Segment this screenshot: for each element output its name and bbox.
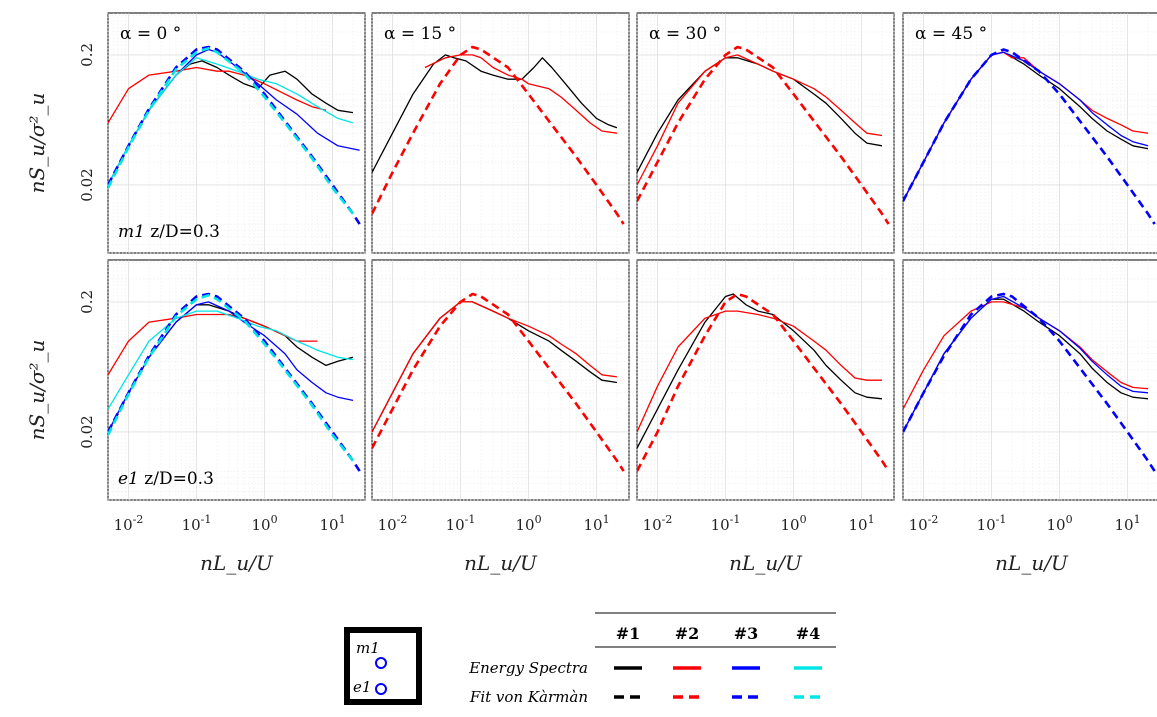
- x-tick-label: 10-2: [114, 513, 144, 534]
- x-tick-label: 100: [515, 513, 541, 534]
- series-fit-n3: [903, 48, 1156, 225]
- series-spectra-n4: [108, 310, 354, 410]
- y-tick-label: 0.02: [78, 168, 96, 201]
- series-fit-n2: [637, 45, 890, 225]
- row-annotation: m1 z/D=0.3: [118, 222, 220, 242]
- legend-header: #1: [616, 624, 641, 643]
- panel-r1-c2: 10-2 10-1 100 101: [636, 259, 895, 534]
- x-tick-label: 10-1: [182, 513, 212, 534]
- y-tick-label: 0.2: [78, 43, 96, 67]
- y-axis-label: nS_u/σ²_u: [25, 93, 49, 194]
- series-fit-n2: [372, 45, 625, 225]
- panel-title: α = 0 °: [120, 24, 181, 44]
- sensor-circle-icon: [375, 683, 387, 695]
- series-fit-n4: [108, 47, 355, 215]
- panel-r1-c0: 0.02 0.2 10-2 10-1 100 101 e1 z/D=0.3: [78, 259, 366, 534]
- series-spectra-n2: [372, 301, 618, 433]
- inset-label-e1: e1: [353, 678, 371, 696]
- panel-title: α = 30 °: [649, 24, 721, 44]
- panel-title: α = 15 °: [384, 24, 456, 44]
- x-tick-label: 10-2: [643, 513, 673, 534]
- legend: m1 e1 #1 #2 #3 #4 Energy Spectra Fit von Kàrmàn: [344, 612, 836, 706]
- series-spectra-n1: [637, 293, 883, 449]
- x-tick-label: 10-1: [977, 513, 1007, 534]
- series-group: [637, 45, 890, 225]
- series-group: [108, 45, 361, 225]
- grid: [902, 13, 1157, 254]
- x-tick-label: 10-1: [711, 513, 741, 534]
- panel-r0-c1: α = 15 °: [371, 12, 630, 254]
- series-group: [903, 292, 1156, 472]
- legend-header: #2: [675, 624, 700, 643]
- series-group: [108, 292, 361, 472]
- panel-r0-c0: 0.02 0.2 α = 0 ° m1 z/D=0.3: [78, 12, 366, 254]
- x-tick-label: 101: [583, 513, 609, 534]
- y-axis-label: nS_u/σ²_u: [25, 340, 49, 441]
- x-tick-label: 10-2: [909, 513, 939, 534]
- inset-box: [344, 627, 422, 705]
- grid: [107, 13, 366, 254]
- grid: [107, 260, 366, 501]
- legend-header: #3: [734, 624, 759, 643]
- grid: [902, 260, 1157, 501]
- legend-header: #4: [796, 624, 821, 643]
- legend-inset: m1 e1: [344, 627, 422, 705]
- x-tick-label: 101: [319, 513, 345, 534]
- panel-grid: 0.02 0.2 α = 0 ° m1 z/D=0.3 α = 15 ° α = 30 °…: [78, 12, 1157, 534]
- y-tick-label: 0.02: [78, 415, 96, 448]
- series-group: [372, 292, 625, 472]
- x-axis-labels: nL_u/U nL_u/U nL_u/U nL_u/U: [200, 551, 1069, 575]
- series-fit-n2: [372, 292, 625, 472]
- series-group: [637, 292, 890, 472]
- x-tick-label: 10-2: [378, 513, 408, 534]
- x-tick-label: 10-1: [446, 513, 476, 534]
- series-group: [372, 45, 625, 225]
- x-axis-label: nL_u/U: [464, 551, 538, 575]
- series-fit-n3: [903, 292, 1156, 472]
- x-axis-label: nL_u/U: [200, 551, 274, 575]
- panel-r0-c2: α = 30 °: [636, 12, 895, 254]
- series-fit-n4: [108, 294, 355, 462]
- legend-row-label: Fit von Kàrmàn: [469, 688, 588, 706]
- series-spectra-n3: [108, 301, 354, 433]
- inset-label-m1: m1: [356, 639, 380, 657]
- series-spectra-n3: [903, 295, 1149, 433]
- sensor-circle-icon: [375, 657, 387, 669]
- panel-r1-c1: 10-2 10-1 100 101: [371, 259, 630, 534]
- series-spectra-n2: [637, 310, 882, 433]
- x-tick-label: 100: [251, 513, 277, 534]
- x-axis-label: nL_u/U: [995, 551, 1069, 575]
- y-axis-labels: nS_u/σ²_u nS_u/σ²_u: [25, 93, 49, 441]
- grid: [371, 260, 630, 501]
- series-spectra-n2: [424, 54, 618, 134]
- legend-row-label: Energy Spectra: [468, 659, 588, 677]
- x-axis-label: nL_u/U: [729, 551, 803, 575]
- row-annotation: e1 z/D=0.3: [118, 469, 214, 489]
- panel-r0-c3: α = 45 °: [902, 12, 1157, 254]
- grid: [636, 13, 895, 254]
- series-group: [903, 48, 1156, 225]
- panel-r1-c3: 10-2 10-1 100 101: [902, 259, 1157, 534]
- x-tick-label: 101: [848, 513, 874, 534]
- series-spectra-n2: [108, 66, 327, 124]
- x-tick-label: 100: [1046, 513, 1072, 534]
- series-spectra-n2: [637, 54, 883, 186]
- x-tick-label: 101: [1114, 513, 1140, 534]
- grid: [636, 260, 895, 501]
- y-tick-label: 0.2: [78, 290, 96, 314]
- panel-title: α = 45 °: [915, 24, 987, 44]
- x-tick-label: 100: [780, 513, 806, 534]
